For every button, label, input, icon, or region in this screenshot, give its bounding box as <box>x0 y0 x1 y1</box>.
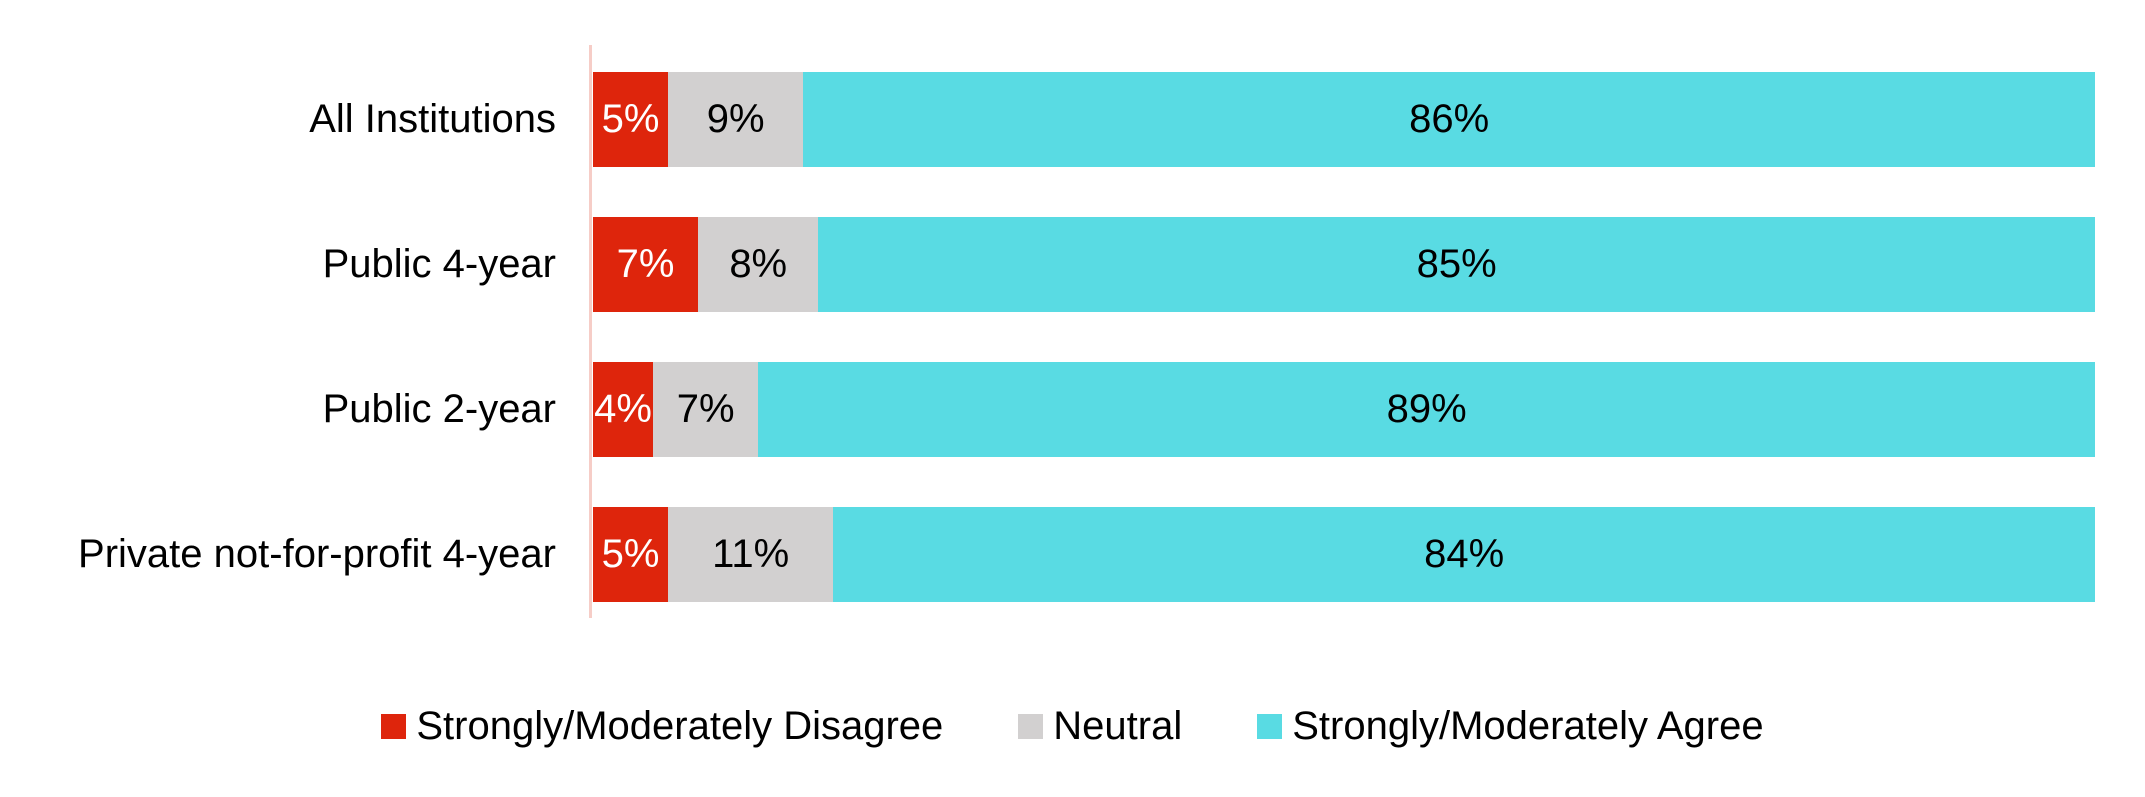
stacked-bar: 4% 7% 89% <box>593 362 2095 457</box>
category-axis-line <box>589 45 592 618</box>
bar-value-label: 5% <box>601 97 660 141</box>
bar-value-label: 4% <box>594 387 652 431</box>
bar-value-label: 7% <box>616 242 675 286</box>
bar-value-label: 84% <box>1424 532 1505 576</box>
bar-segment-neutral: 8% <box>698 217 819 312</box>
stacked-bar: 5% 11% 84% <box>593 507 2095 602</box>
chart-row-public-4-year: Public 4-year 7% 8% 85% <box>0 217 2145 312</box>
legend-swatch-disagree <box>381 713 407 739</box>
legend-swatch-agree <box>1257 713 1283 739</box>
legend: Strongly/Moderately Disagree Neutral Str… <box>0 695 2145 757</box>
bar-value-label: 85% <box>1416 242 1497 286</box>
legend-item-disagree: Strongly/Moderately Disagree <box>381 704 943 749</box>
bar-segment-strongly-moderately-agree: 86% <box>803 72 2095 167</box>
stacked-bar: 5% 9% 86% <box>593 72 2095 167</box>
category-label: All Institutions <box>309 97 556 141</box>
bar-segment-strongly-moderately-disagree: 4% <box>593 362 654 457</box>
bar-segment-strongly-moderately-agree: 84% <box>833 507 2095 602</box>
bar-value-label: 86% <box>1409 97 1490 141</box>
bar-segment-strongly-moderately-disagree: 7% <box>593 217 699 312</box>
category-label: Public 2-year <box>322 387 556 431</box>
category-label: Public 4-year <box>322 242 556 286</box>
category-label: Private not-for-profit 4-year <box>78 532 556 576</box>
bar-segment-strongly-moderately-disagree: 5% <box>593 72 669 167</box>
chart-row-private-not-for-profit-4-year: Private not-for-profit 4-year 5% 11% 84% <box>0 507 2145 602</box>
legend-item-neutral: Neutral <box>1018 704 1182 749</box>
bar-value-label: 5% <box>601 532 660 576</box>
chart-row-public-2-year: Public 2-year 4% 7% 89% <box>0 362 2145 457</box>
legend-label-agree: Strongly/Moderately Agree <box>1292 703 1764 748</box>
bar-segment-neutral: 7% <box>653 362 759 457</box>
bar-value-label: 7% <box>676 387 735 431</box>
bar-segment-strongly-moderately-disagree: 5% <box>593 507 669 602</box>
bar-segment-strongly-moderately-agree: 85% <box>818 217 2095 312</box>
legend-item-agree: Strongly/Moderately Agree <box>1257 703 1764 749</box>
bar-segment-neutral: 9% <box>668 72 804 167</box>
bar-value-label: 11% <box>712 532 790 576</box>
bar-segment-neutral: 11% <box>668 507 834 602</box>
bar-value-label: 8% <box>729 242 788 286</box>
legend-label-disagree: Strongly/Moderately Disagree <box>416 703 944 748</box>
bar-value-label: 89% <box>1386 387 1467 431</box>
stacked-bar: 7% 8% 85% <box>593 217 2095 312</box>
chart-row-all-institutions: All Institutions 5% 9% 86% <box>0 72 2145 167</box>
legend-swatch-neutral <box>1018 713 1044 739</box>
bar-segment-strongly-moderately-agree: 89% <box>758 362 2095 457</box>
bar-value-label: 9% <box>706 97 765 141</box>
legend-label-neutral: Neutral <box>1053 703 1183 748</box>
